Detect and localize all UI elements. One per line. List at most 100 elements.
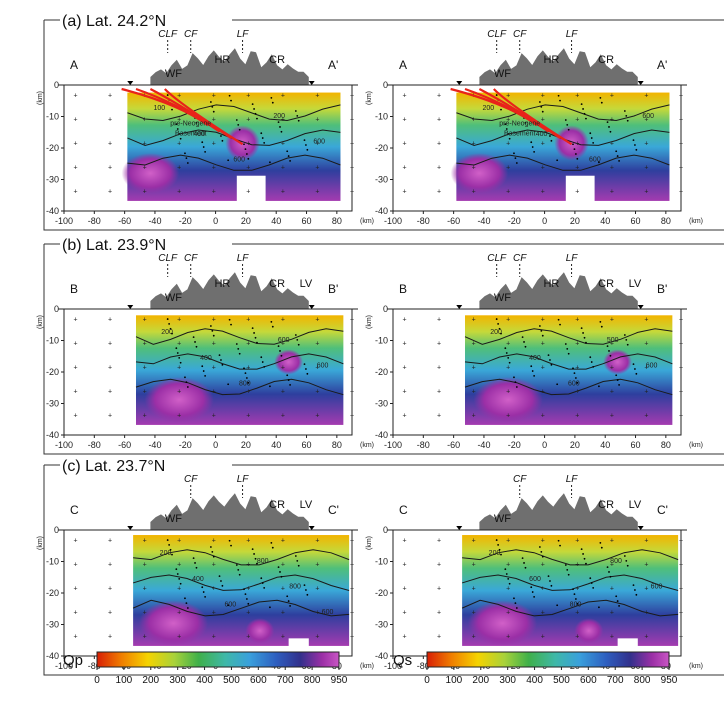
- colorbar-tick-label: 200: [142, 675, 159, 686]
- earthquake-hypocenter: [253, 108, 255, 110]
- grid-node: +: [143, 140, 147, 147]
- earthquake-hypocenter: [209, 101, 212, 103]
- earthquake-hypocenter: [576, 381, 579, 384]
- grid-node: +: [437, 93, 441, 100]
- earthquake-hypocenter: [280, 130, 283, 133]
- earthquake-hypocenter: [263, 586, 266, 589]
- earthquake-hypocenter: [634, 144, 636, 146]
- feature-label-hr: HR: [543, 54, 559, 66]
- y-tick-label: -30: [46, 620, 59, 630]
- grid-node: +: [437, 317, 441, 324]
- earthquake-hypocenter: [523, 341, 525, 343]
- earthquake-hypocenter: [221, 584, 224, 587]
- earthquake-hypocenter: [531, 146, 534, 148]
- grid-node: +: [177, 585, 181, 592]
- earthquake-hypocenter: [547, 575, 550, 578]
- earthquake-hypocenter: [576, 157, 579, 160]
- earthquake-hypocenter: [289, 160, 291, 162]
- contour-line: [461, 574, 679, 591]
- earthquake-hypocenter: [505, 352, 508, 354]
- earthquake-hypocenter: [175, 347, 178, 350]
- grid-node: +: [506, 585, 510, 592]
- grid-node: +: [644, 341, 648, 348]
- earthquake-hypocenter: [186, 386, 189, 388]
- colorbar-tick-label: 300: [499, 675, 516, 686]
- grid-node: +: [575, 341, 579, 348]
- earthquake-hypocenter: [178, 577, 181, 580]
- x-tick-label: 20: [570, 216, 580, 226]
- earthquake-hypocenter: [263, 365, 266, 368]
- earthquake-hypocenter: [500, 332, 502, 335]
- section-frame-left: [43, 20, 724, 231]
- grid-node: +: [73, 633, 77, 640]
- grid-node: +: [541, 388, 545, 395]
- earthquake-hypocenter: [566, 347, 569, 350]
- contour-line: [464, 378, 673, 396]
- profile-start-label: C: [399, 503, 408, 517]
- earthquake-hypocenter: [583, 336, 586, 339]
- earthquake-hypocenter: [592, 586, 595, 589]
- earthquake-hypocenter: [497, 544, 500, 546]
- earthquake-hypocenter: [243, 143, 245, 146]
- earthquake-hypocenter: [195, 566, 198, 569]
- earthquake-hypocenter: [590, 137, 593, 139]
- earthquake-hypocenter: [541, 110, 544, 113]
- grid-node: +: [402, 364, 406, 371]
- y-axis-unit: (km): [37, 315, 44, 329]
- grid-node: +: [177, 364, 181, 371]
- grid-node: +: [246, 164, 250, 171]
- grid-node: +: [212, 93, 216, 100]
- grid-node: +: [610, 633, 614, 640]
- grid-node: +: [472, 633, 476, 640]
- grid-node: +: [541, 609, 545, 616]
- grid-node: +: [472, 164, 476, 171]
- earthquake-hypocenter: [204, 151, 207, 153]
- grid-node: +: [73, 341, 77, 348]
- earthquake-hypocenter: [599, 96, 602, 99]
- earthquake-hypocenter: [254, 112, 257, 115]
- y-tick-label: -30: [375, 175, 388, 185]
- earthquake-hypocenter: [178, 356, 181, 359]
- high-q-anomaly: [574, 618, 604, 644]
- profile-end-label: B': [328, 282, 338, 296]
- grid-node: +: [212, 538, 216, 545]
- grid-node: +: [212, 341, 216, 348]
- grid-node: +: [143, 585, 147, 592]
- earthquake-hypocenter: [530, 586, 533, 589]
- earthquake-hypocenter: [237, 123, 240, 126]
- x-tick-label: -20: [179, 440, 192, 450]
- panel-qp: 200 400 600 800 800 600 + + + + + + + + + + + + + + + + + + + + + +…: [37, 474, 374, 671]
- earthquake-hypocenter: [184, 152, 186, 155]
- earthquake-hypocenter: [245, 153, 248, 155]
- earthquake-hypocenter: [211, 550, 214, 553]
- feature-label-wf: WF: [165, 292, 182, 304]
- grid-node: +: [437, 341, 441, 348]
- feature-label-lf: LF: [566, 29, 579, 40]
- profile-start-label: A: [399, 58, 407, 72]
- feature-label-lf: LF: [237, 253, 250, 264]
- grid-node: +: [472, 364, 476, 371]
- earthquake-hypocenter: [572, 143, 574, 146]
- grid-node: +: [281, 93, 285, 100]
- grid-node: +: [108, 188, 112, 195]
- grid-node: +: [177, 412, 181, 419]
- earthquake-hypocenter: [514, 602, 517, 605]
- section-2: (b) Lat. 23.9°N200400800600600++++++++++…: [37, 237, 724, 455]
- colorbar-tick-label: 400: [196, 675, 213, 686]
- feature-label-wf: WF: [494, 68, 511, 80]
- earthquake-hypocenter: [559, 544, 561, 547]
- contour-label: 100: [153, 105, 165, 112]
- feature-label-hr: HR: [214, 278, 230, 290]
- earthquake-hypocenter: [254, 336, 257, 339]
- earthquake-hypocenter: [608, 126, 610, 128]
- grid-node: +: [246, 317, 250, 324]
- earthquake-hypocenter: [600, 101, 603, 104]
- grid-node: +: [281, 538, 285, 545]
- grid-node: +: [212, 609, 216, 616]
- earthquake-hypocenter: [573, 593, 576, 596]
- x-tick-label: -40: [148, 440, 161, 450]
- contour-line: [456, 104, 670, 122]
- fault-trace: [493, 88, 573, 146]
- colorbar-label: Qs: [393, 652, 412, 669]
- earthquake-hypocenter: [635, 148, 638, 151]
